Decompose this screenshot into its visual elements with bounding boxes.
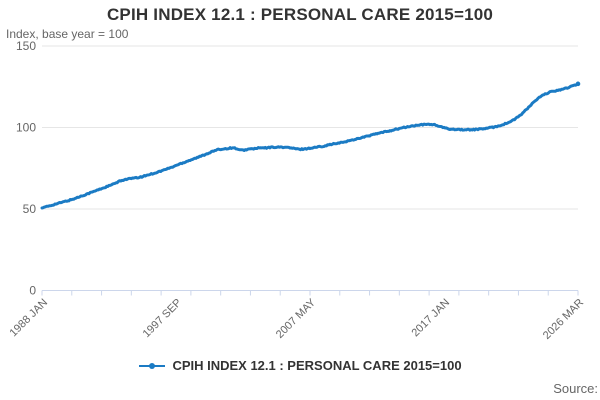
legend-line-marker-icon — [139, 362, 166, 369]
x-tick-label: 2007 MAY — [274, 296, 319, 341]
series-end-marker — [575, 81, 581, 87]
series-line[interactable] — [40, 82, 580, 210]
x-tick-label: 1997 SEP — [141, 297, 185, 341]
x-tick-label: 2017 JAN — [409, 297, 452, 340]
legend-item[interactable]: CPIH INDEX 12.1 : PERSONAL CARE 2015=100 — [0, 358, 600, 373]
y-tick-label: 50 — [23, 202, 37, 216]
y-tick-label: 0 — [29, 284, 36, 298]
y-tick-label: 150 — [16, 39, 36, 53]
chart-subtitle: Index, base year = 100 — [6, 27, 129, 41]
source-label: Source: — [553, 381, 598, 396]
legend-label: CPIH INDEX 12.1 : PERSONAL CARE 2015=100 — [172, 358, 462, 373]
x-tick-label: 2026 MAR — [541, 297, 586, 342]
x-tick-label: 1988 JAN — [7, 297, 50, 340]
chart-title: CPIH INDEX 12.1 : PERSONAL CARE 2015=100 — [106, 5, 494, 24]
y-tick-label: 100 — [16, 121, 36, 135]
